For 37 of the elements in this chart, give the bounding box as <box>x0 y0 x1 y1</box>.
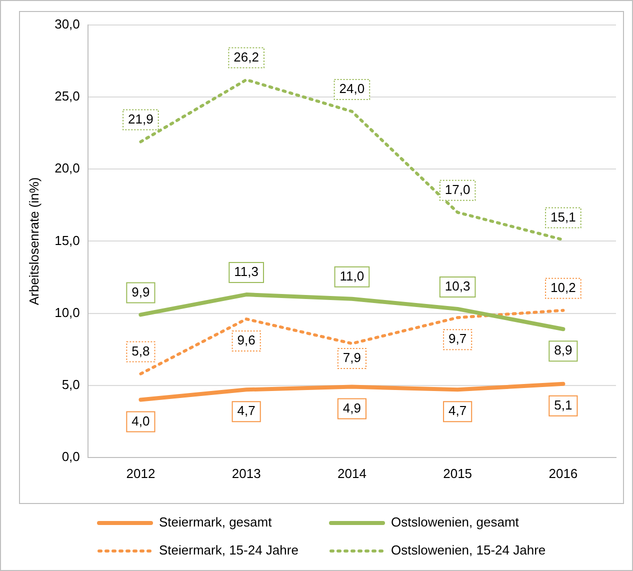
y-tick-label: 10,0 <box>54 304 80 320</box>
data-label: 4,7 <box>448 403 467 418</box>
data-label: 4,0 <box>132 413 150 428</box>
data-label: 4,7 <box>237 403 256 418</box>
data-label: 7,9 <box>342 350 361 366</box>
legend-label: Steiermark, 15-24 Jahre <box>159 542 298 558</box>
y-tick-label: 5,0 <box>62 376 80 392</box>
data-label: 17,0 <box>444 182 470 197</box>
data-label: 11,3 <box>234 264 259 280</box>
y-tick-label: 15,0 <box>54 232 80 248</box>
y-tick-label: 0,0 <box>62 448 80 464</box>
legend-label: Steiermark, gesamt <box>159 514 272 530</box>
y-tick-label: 25,0 <box>54 88 80 104</box>
y-axis-title: Arbeitslosenrate (in%) <box>26 177 42 306</box>
legend-label: Ostslowenien, gesamt <box>391 514 520 530</box>
x-tick-label: 2012 <box>126 466 156 481</box>
data-label: 5,1 <box>554 397 572 412</box>
data-label: 9,9 <box>132 284 150 300</box>
data-label: 15,1 <box>550 209 576 224</box>
data-label: 4,9 <box>342 400 361 416</box>
x-tick-label: 2014 <box>337 466 366 481</box>
data-label: 21,9 <box>128 111 154 126</box>
y-tick-label: 30,0 <box>54 16 80 32</box>
x-tick-label: 2016 <box>548 466 578 481</box>
data-label: 10,3 <box>444 278 470 294</box>
x-tick-label: 2013 <box>232 466 261 481</box>
x-tick-label: 2015 <box>443 466 472 481</box>
data-label: 11,0 <box>340 268 364 284</box>
data-label: 26,2 <box>234 49 259 64</box>
data-label: 10,2 <box>550 280 576 295</box>
data-label: 9,6 <box>237 332 256 348</box>
data-label: 8,9 <box>554 342 572 358</box>
legend-label: Ostslowenien, 15-24 Jahre <box>391 542 546 558</box>
data-label: 5,8 <box>132 343 150 358</box>
data-label: 9,7 <box>448 331 467 346</box>
data-label: 24,0 <box>339 81 365 96</box>
y-tick-label: 20,0 <box>54 160 80 176</box>
